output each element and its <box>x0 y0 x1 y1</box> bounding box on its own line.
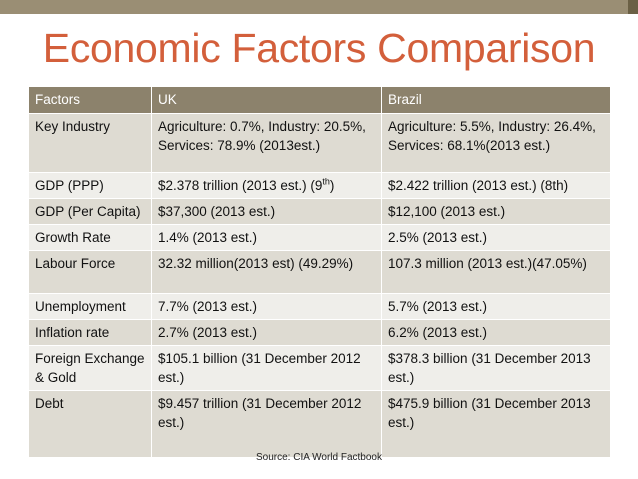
cell-factor: Unemployment <box>28 293 152 320</box>
table-row-foreign-exchange: Foreign Exchange & Gold $105.1 billion (… <box>28 345 611 391</box>
cell-uk: Agriculture: 0.7%, Industry: 20.5%, Serv… <box>151 113 382 173</box>
cell-brazil: $12,100 (2013 est.) <box>381 198 611 225</box>
header-brazil: Brazil <box>381 86 611 114</box>
cell-uk: $105.1 billion (31 December 2012 est.) <box>151 345 382 391</box>
cell-brazil: $2.422 trillion (2013 est.) (8th) <box>381 172 611 199</box>
cell-factor: GDP (PPP) <box>28 172 152 199</box>
cell-uk: 2.7% (2013 est.) <box>151 319 382 346</box>
cell-uk: 32.32 million(2013 est) (49.29%) <box>151 250 382 294</box>
header-uk: UK <box>151 86 382 114</box>
cell-uk: $2.378 trillion (2013 est.) (9th) <box>151 172 382 199</box>
top-bar-accent <box>628 0 638 14</box>
cell-brazil: 2.5% (2013 est.) <box>381 224 611 251</box>
cell-brazil: 107.3 million (2013 est.)(47.05%) <box>381 250 611 294</box>
table-row-labour-force: Labour Force 32.32 million(2013 est) (49… <box>28 250 611 294</box>
cell-factor: GDP (Per Capita) <box>28 198 152 225</box>
cell-factor: Key Industry <box>28 113 152 173</box>
header-factors: Factors <box>28 86 152 114</box>
slide-title: Economic Factors Comparison <box>42 25 596 71</box>
table-header-row: Factors UK Brazil <box>28 86 611 114</box>
table-row-growth-rate: Growth Rate 1.4% (2013 est.) 2.5% (2013 … <box>28 224 611 251</box>
cell-factor: Foreign Exchange & Gold <box>28 345 152 391</box>
cell-uk: $9.457 trillion (31 December 2012 est.) <box>151 390 382 458</box>
cell-uk-superscript: th <box>322 176 330 187</box>
top-decorative-bar <box>0 0 638 14</box>
cell-factor: Labour Force <box>28 250 152 294</box>
cell-brazil: 5.7% (2013 est.) <box>381 293 611 320</box>
cell-brazil: 6.2% (2013 est.) <box>381 319 611 346</box>
table-row-gdp-ppp: GDP (PPP) $2.378 trillion (2013 est.) (9… <box>28 172 611 199</box>
comparison-table: Factors UK Brazil Key Industry Agricultu… <box>28 86 611 458</box>
cell-uk: 7.7% (2013 est.) <box>151 293 382 320</box>
table-row-gdp-per-capita: GDP (Per Capita) $37,300 (2013 est.) $12… <box>28 198 611 225</box>
cell-brazil: $475.9 billion (31 December 2013 est.) <box>381 390 611 458</box>
cell-uk-text: $2.378 trillion (2013 est.) (9 <box>158 178 323 193</box>
table-row-key-industry: Key Industry Agriculture: 0.7%, Industry… <box>28 113 611 173</box>
source-caption: Source: CIA World Factbook <box>256 452 382 463</box>
cell-uk-tail: ) <box>329 178 335 193</box>
table-row-debt: Debt $9.457 trillion (31 December 2012 e… <box>28 390 611 458</box>
cell-factor: Growth Rate <box>28 224 152 251</box>
cell-factor: Inflation rate <box>28 319 152 346</box>
cell-brazil: Agriculture: 5.5%, Industry: 26.4%, Serv… <box>381 113 611 173</box>
cell-uk: $37,300 (2013 est.) <box>151 198 382 225</box>
cell-uk: 1.4% (2013 est.) <box>151 224 382 251</box>
table-row-unemployment: Unemployment 7.7% (2013 est.) 5.7% (2013… <box>28 293 611 320</box>
cell-brazil: $378.3 billion (31 December 2013 est.) <box>381 345 611 391</box>
cell-factor: Debt <box>28 390 152 458</box>
table-row-inflation-rate: Inflation rate 2.7% (2013 est.) 6.2% (20… <box>28 319 611 346</box>
